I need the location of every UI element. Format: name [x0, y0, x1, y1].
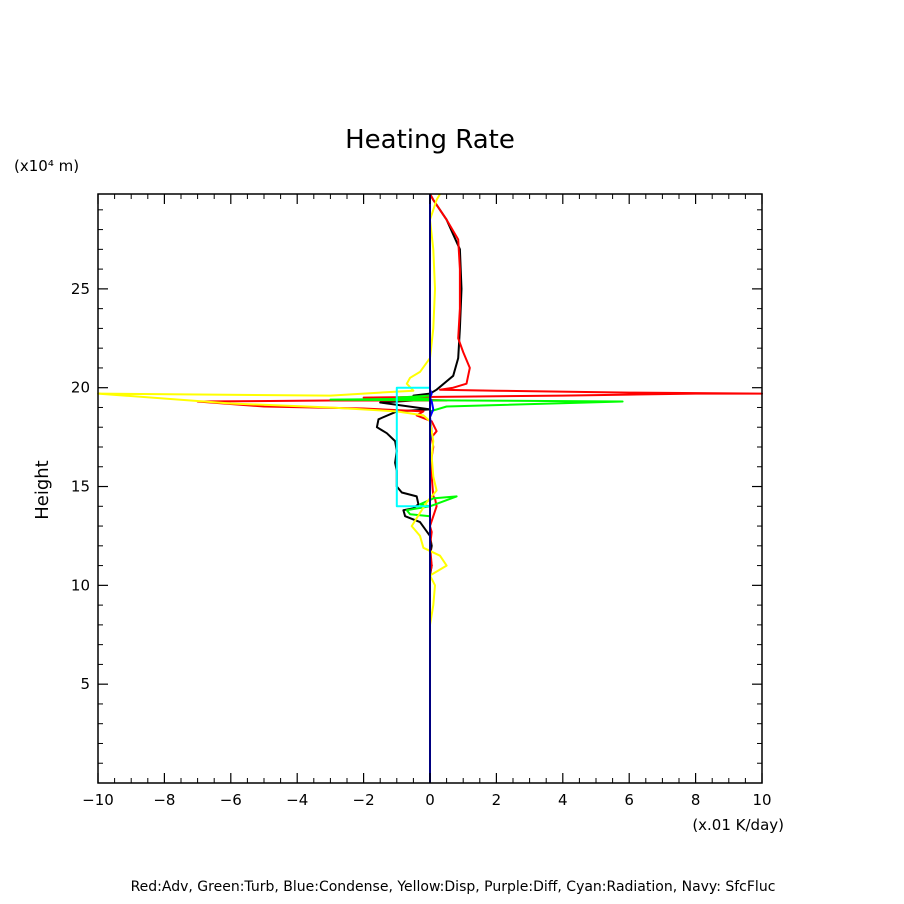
legend-text: Red:Adv, Green:Turb, Blue:Condense, Yell… — [131, 879, 776, 895]
x-tick-label: 6 — [624, 791, 634, 809]
y-tick-label: 15 — [71, 478, 90, 496]
y-axis-label: Height — [32, 460, 53, 520]
x-axis-unit: (x.01 K/day) — [692, 816, 784, 834]
series-line-disp — [97, 193, 448, 626]
x-tick-label: 0 — [425, 791, 435, 809]
x-tick-label: 8 — [691, 791, 701, 809]
series-line-adv — [196, 193, 763, 574]
x-tick-label: −10 — [82, 791, 114, 809]
series-line-radiation — [395, 386, 430, 508]
y-tick-label: 20 — [71, 379, 90, 397]
y-tick-label: 10 — [71, 576, 90, 594]
x-tick-label: −4 — [286, 791, 308, 809]
x-tick-label: −8 — [153, 791, 175, 809]
chart-title: Heating Rate — [345, 125, 515, 155]
x-tick-label: 10 — [752, 791, 771, 809]
y-tick-label: 5 — [80, 675, 90, 693]
x-tick-label: 2 — [492, 791, 502, 809]
y-tick-label: 25 — [71, 280, 90, 298]
x-tick-label: −6 — [220, 791, 242, 809]
series-layer — [97, 193, 763, 783]
y-axis-unit: (x10⁴ m) — [14, 157, 79, 175]
ticks-layer: −10 −8 −6 −4 −2 0 2 4 6 8 10 5 10 15 20 25 — [71, 194, 772, 809]
x-tick-label: 4 — [558, 791, 568, 809]
series-line-total — [375, 193, 463, 576]
plot-frame — [97, 193, 763, 784]
x-tick-label: −2 — [353, 791, 375, 809]
